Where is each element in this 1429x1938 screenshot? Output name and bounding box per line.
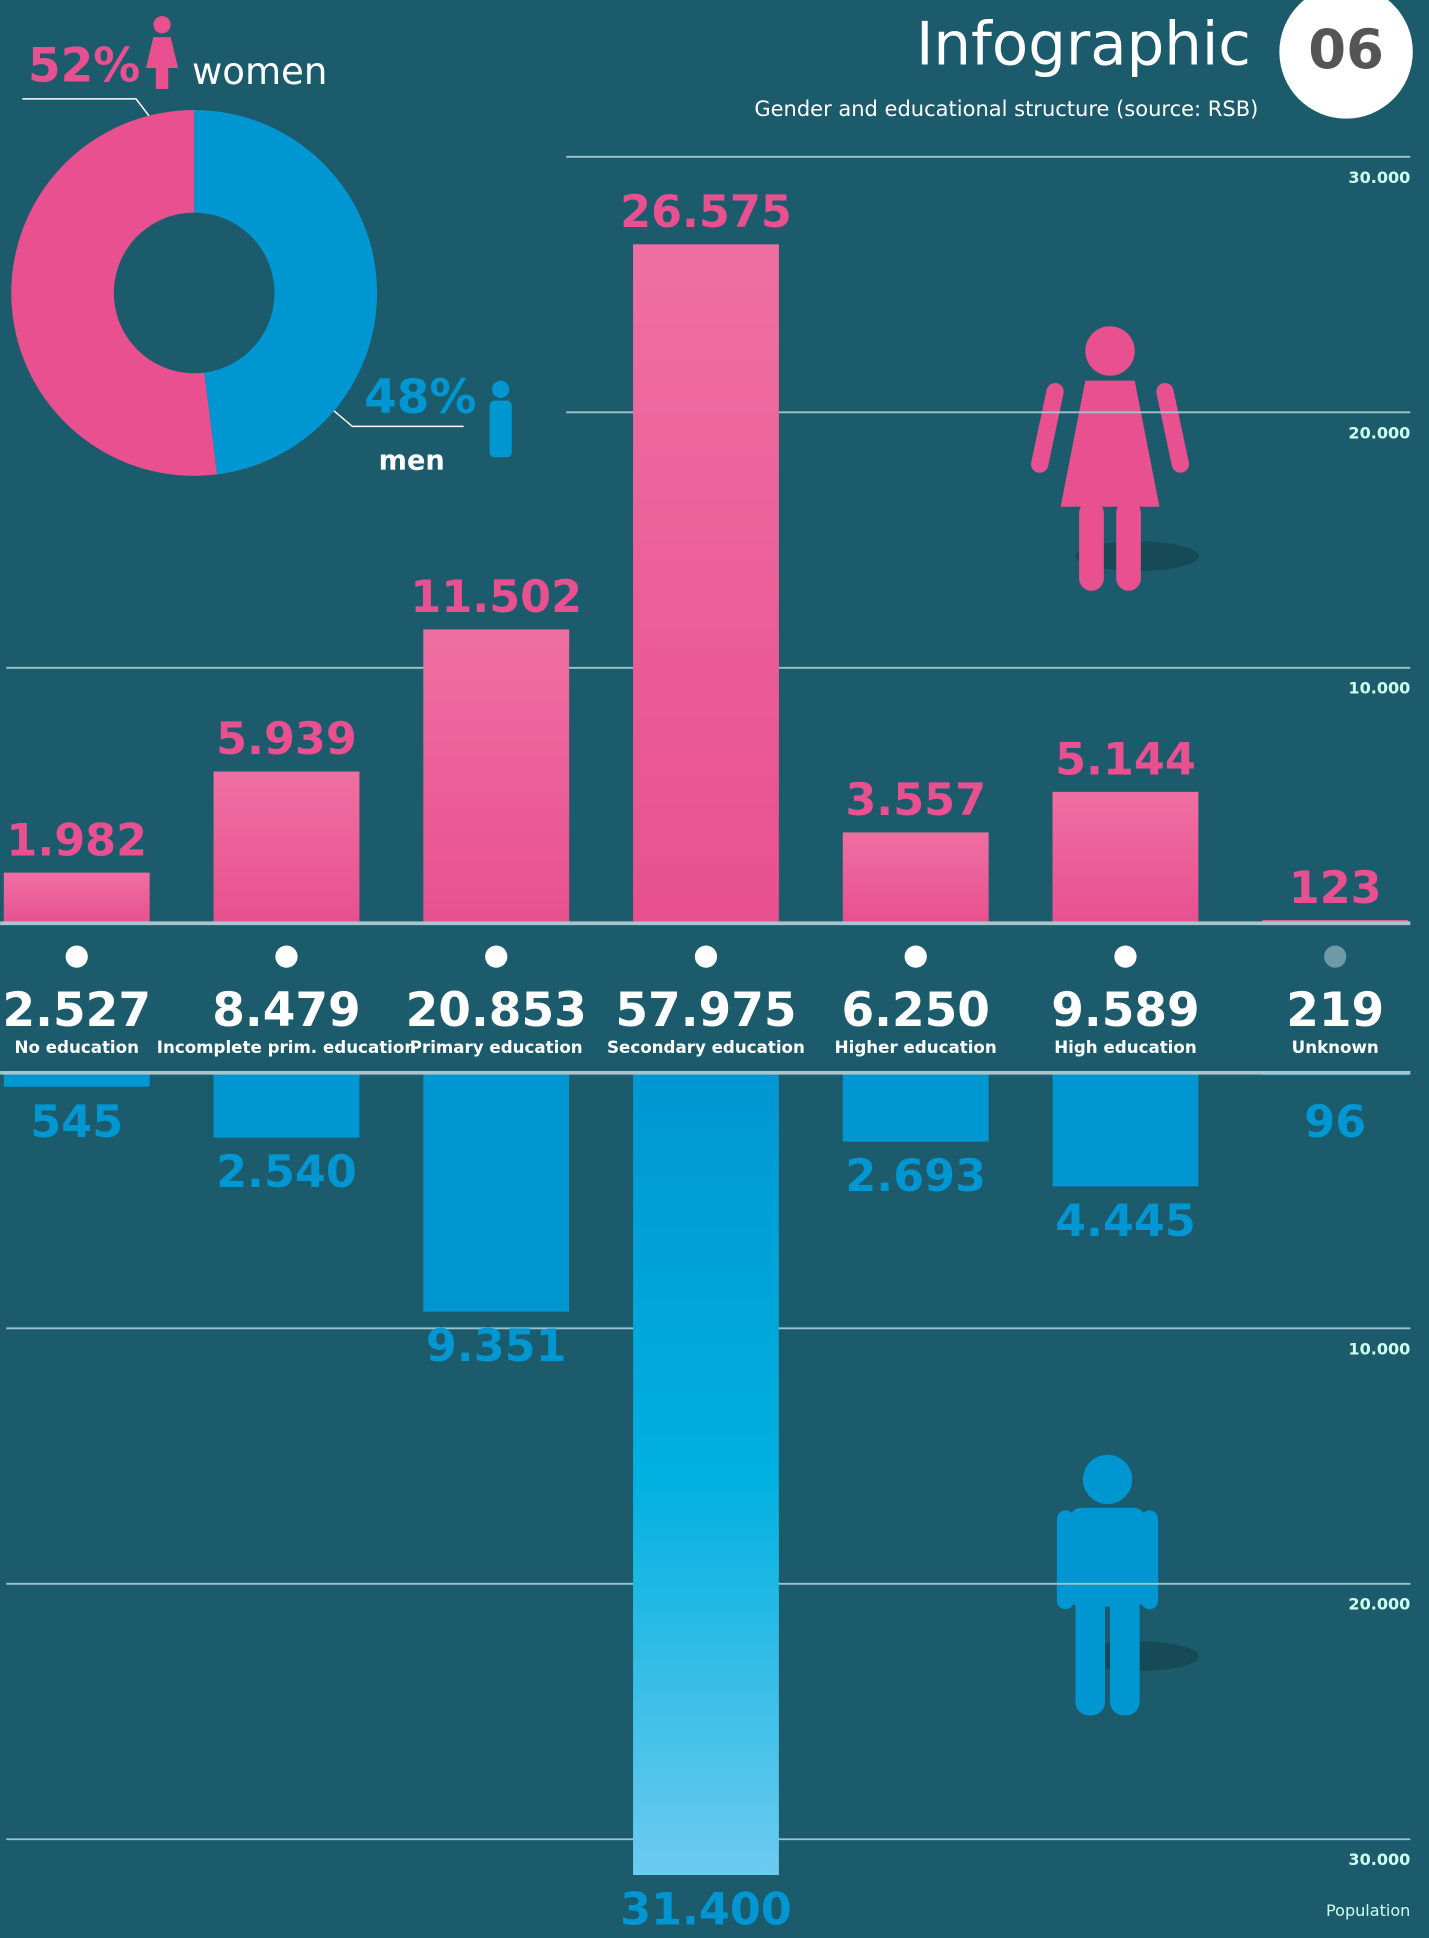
total-label: 6.250	[841, 983, 990, 1038]
value-label-women: 11.502	[410, 572, 582, 623]
total-label: 9.589	[1051, 983, 1200, 1038]
bar-men	[423, 1072, 570, 1312]
value-label-women: 26.575	[620, 187, 792, 238]
category-icon	[1324, 945, 1347, 968]
value-label-women: 123	[1289, 863, 1382, 914]
tick-label: 10.000	[1348, 679, 1410, 698]
bar-women	[633, 244, 779, 924]
pie-category-label: men	[379, 446, 445, 477]
pie-value-label: 52%	[28, 39, 140, 94]
category-icon	[694, 945, 718, 968]
bar-men	[1052, 1072, 1199, 1187]
title: Infographic	[916, 9, 1251, 78]
value-label-women: 5.939	[216, 714, 357, 765]
axis-label: Population	[1326, 1901, 1410, 1920]
tick-label: 10.000	[1348, 1339, 1410, 1358]
category-icon	[904, 945, 927, 968]
category-label: Higher education	[835, 1038, 997, 1057]
value-label-men: 96	[1304, 1097, 1366, 1148]
category-label: Unknown	[1292, 1038, 1379, 1057]
bar-men	[3, 1072, 150, 1087]
total-label: 57.975	[615, 983, 796, 1038]
category-icon	[275, 945, 298, 968]
bar-men	[633, 1072, 779, 1876]
bar-women	[213, 771, 360, 924]
total-label: 20.853	[406, 983, 587, 1038]
bar-women	[3, 872, 150, 924]
bar-women	[842, 832, 989, 924]
bar-men	[842, 1072, 989, 1142]
value-label-men: 4.445	[1055, 1196, 1196, 1247]
tick-label: 30.000	[1348, 1850, 1410, 1869]
total-label: 2.527	[2, 983, 151, 1038]
category-label: No education	[15, 1038, 139, 1057]
bar-men	[213, 1072, 360, 1138]
value-label-women: 1.982	[6, 815, 147, 866]
bar-women	[1052, 791, 1199, 924]
category-label: Primary education	[410, 1038, 583, 1057]
badge-circle	[1279, 0, 1413, 119]
small-figures	[145, 16, 512, 458]
value-label-women: 3.557	[845, 775, 986, 826]
value-label-men: 545	[30, 1097, 123, 1148]
category-label: Incomplete prim. education	[157, 1038, 416, 1057]
badge: 06	[1308, 18, 1384, 81]
category-icon	[1114, 945, 1137, 968]
pie-category-label: women	[192, 50, 327, 93]
total-label: 219	[1286, 983, 1384, 1038]
tick-label: 20.000	[1348, 423, 1410, 442]
subtitle: Gender and educational structure (source…	[754, 96, 1258, 121]
category-label: Secondary education	[607, 1038, 805, 1057]
value-label-women: 5.144	[1055, 735, 1196, 786]
value-label-men: 9.351	[426, 1321, 567, 1372]
category-icon	[485, 945, 508, 968]
pie-slice	[194, 110, 378, 475]
value-label-men: 31.400	[620, 1884, 792, 1935]
value-label-men: 2.540	[216, 1147, 357, 1198]
pie-slice	[11, 110, 218, 476]
value-label-men: 2.693	[845, 1151, 986, 1202]
tick-label: 20.000	[1348, 1595, 1410, 1614]
pie-value-label: 48%	[364, 370, 476, 425]
total-label: 8.479	[212, 983, 361, 1038]
bar-women	[423, 629, 570, 924]
tick-label: 30.000	[1348, 168, 1410, 187]
category-label: High education	[1054, 1038, 1197, 1057]
category-icon	[65, 945, 88, 968]
